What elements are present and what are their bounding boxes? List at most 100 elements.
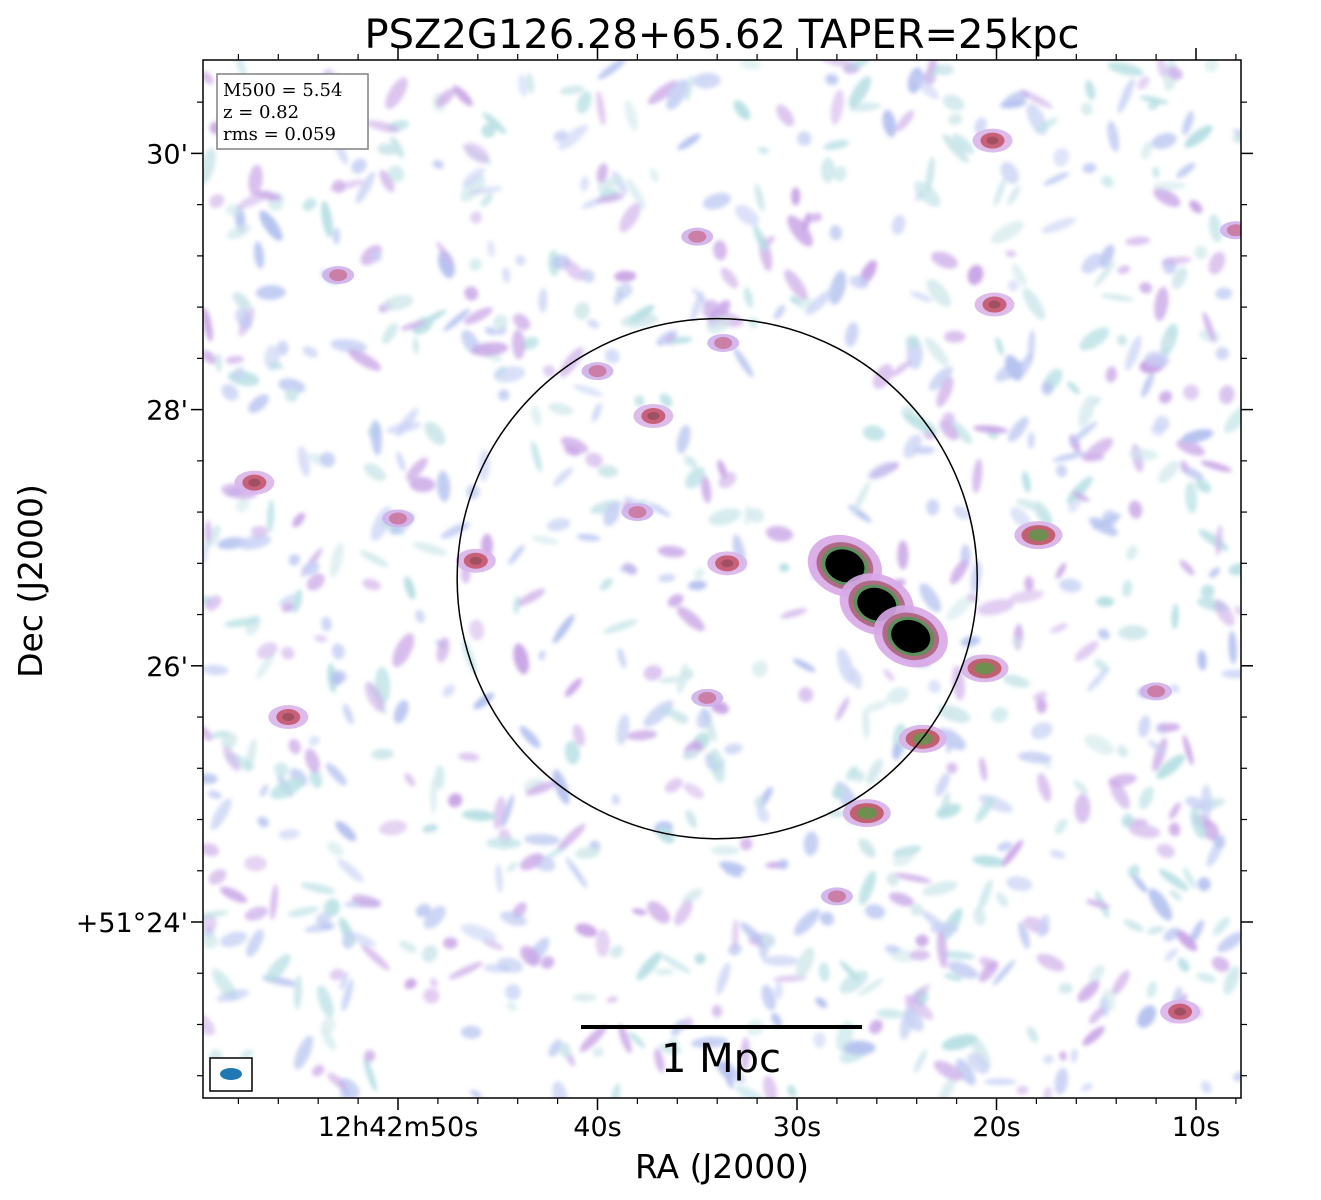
noise-blob bbox=[423, 905, 446, 929]
noise-blob bbox=[1158, 868, 1189, 891]
noise-blob bbox=[1079, 327, 1110, 351]
noise-blob bbox=[1108, 773, 1137, 787]
noise-blob bbox=[559, 346, 584, 378]
noise-blob bbox=[857, 978, 885, 997]
noise-blob bbox=[883, 668, 895, 682]
noise-blob bbox=[404, 772, 416, 787]
noise-blob bbox=[540, 956, 555, 969]
noise-blob bbox=[766, 235, 775, 245]
noise-blob bbox=[464, 286, 479, 301]
noise-blob bbox=[1043, 1054, 1054, 1065]
noise-blob bbox=[789, 295, 801, 305]
noise-blob bbox=[278, 594, 296, 606]
noise-blob bbox=[1126, 545, 1138, 561]
noise-blob bbox=[278, 829, 300, 840]
noise-blob bbox=[890, 360, 912, 377]
noise-blob bbox=[967, 264, 984, 286]
noise-blob bbox=[926, 278, 951, 308]
radio-source bbox=[707, 551, 748, 576]
noise-blob bbox=[946, 729, 954, 754]
noise-blob bbox=[574, 301, 590, 320]
noise-blob bbox=[618, 1023, 632, 1054]
noise-blob bbox=[709, 748, 726, 783]
noise-blob bbox=[1201, 820, 1220, 841]
noise-blob bbox=[731, 918, 739, 950]
noise-blob bbox=[904, 984, 931, 1007]
noise-blob bbox=[938, 1074, 958, 1098]
noise-blob bbox=[519, 853, 544, 871]
noise-blob bbox=[836, 648, 855, 684]
noise-blob bbox=[560, 436, 589, 454]
noise-blob bbox=[1169, 684, 1180, 693]
noise-blob bbox=[470, 211, 483, 224]
noise-blob bbox=[1049, 849, 1066, 859]
noise-blob bbox=[553, 467, 574, 487]
noise-blob bbox=[676, 606, 705, 632]
noise-blob bbox=[942, 950, 976, 960]
noise-blob bbox=[208, 869, 227, 885]
noise-blob bbox=[1036, 698, 1047, 714]
noise-blob bbox=[762, 955, 799, 967]
beam-ellipse bbox=[220, 1068, 242, 1080]
radio-source bbox=[873, 605, 948, 668]
noise-blob bbox=[500, 911, 527, 926]
noise-blob bbox=[803, 831, 819, 856]
noise-blob bbox=[950, 559, 968, 585]
noise-blob bbox=[844, 322, 859, 347]
noise-blob bbox=[936, 930, 948, 969]
noise-blob bbox=[586, 319, 600, 329]
noise-blob bbox=[558, 124, 588, 151]
noise-blob bbox=[972, 855, 1006, 868]
noise-blob bbox=[415, 903, 431, 918]
noise-blob bbox=[776, 104, 795, 127]
noise-blob bbox=[818, 962, 830, 982]
x-tick-label: 20s bbox=[972, 1112, 1020, 1143]
noise-blob bbox=[1059, 1051, 1067, 1061]
noise-blob bbox=[928, 366, 953, 391]
noise-blob bbox=[203, 71, 214, 85]
noise-blob bbox=[1211, 956, 1230, 972]
noise-blob bbox=[610, 1083, 621, 1098]
noise-blob bbox=[1074, 641, 1099, 662]
noise-blob bbox=[1094, 658, 1110, 673]
noise-blob bbox=[423, 988, 440, 1004]
noise-blob bbox=[710, 845, 740, 856]
noise-blob bbox=[936, 377, 954, 408]
noise-blob bbox=[1116, 745, 1129, 758]
noise-blob bbox=[970, 560, 982, 594]
noise-blob bbox=[302, 198, 317, 211]
noise-blob bbox=[1132, 875, 1148, 893]
noise-blob bbox=[351, 894, 381, 908]
noise-blob bbox=[270, 777, 304, 800]
noise-blob bbox=[342, 930, 377, 947]
noise-blob bbox=[1179, 559, 1195, 576]
noise-blob bbox=[508, 544, 525, 565]
noise-blob bbox=[617, 647, 627, 669]
noise-blob bbox=[422, 824, 439, 833]
y-tick-label: 26' bbox=[146, 652, 188, 683]
noise-blob bbox=[530, 405, 542, 426]
noise-blob bbox=[763, 1075, 778, 1098]
noise-blob bbox=[683, 782, 705, 799]
noise-blob bbox=[926, 499, 940, 516]
noise-blob bbox=[947, 961, 979, 979]
noise-blob bbox=[643, 700, 674, 728]
noise-blob bbox=[614, 270, 637, 282]
noise-blob bbox=[385, 77, 408, 110]
noise-blob bbox=[905, 335, 920, 349]
noise-blob bbox=[606, 996, 619, 1003]
noise-blob bbox=[559, 1042, 571, 1058]
noise-blob bbox=[498, 389, 510, 401]
noise-blob bbox=[823, 139, 849, 150]
noise-blob bbox=[329, 541, 344, 578]
noise-blob bbox=[203, 933, 218, 949]
noise-blob bbox=[304, 923, 336, 933]
noise-blob bbox=[232, 292, 252, 311]
r500-circle bbox=[456, 317, 978, 840]
image-noise-layer bbox=[203, 60, 1241, 1098]
noise-blob bbox=[1128, 448, 1159, 461]
noise-blob bbox=[1223, 966, 1240, 995]
noise-blob bbox=[320, 1017, 336, 1035]
noise-blob bbox=[604, 348, 620, 364]
noise-blob bbox=[943, 330, 966, 343]
